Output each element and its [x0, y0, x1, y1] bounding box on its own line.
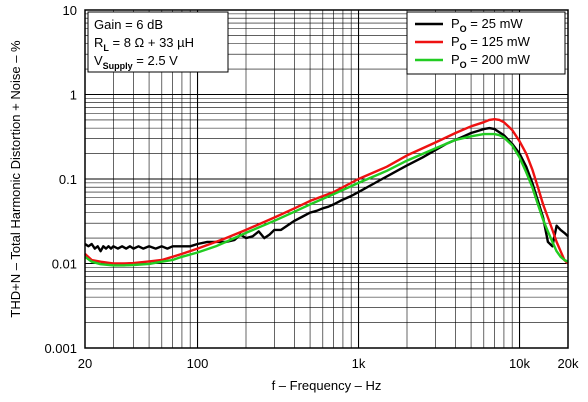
annotation-supply-text: VSupply = 2.5 V	[94, 53, 178, 71]
series-line-3	[84, 132, 569, 267]
legend-label-1: PO = 25 mW	[451, 16, 523, 34]
x-tick-label: 10k	[509, 356, 530, 371]
series-layer	[84, 118, 569, 267]
annotation-supply-symbol: V	[94, 53, 103, 68]
legend-subscript: O	[460, 60, 467, 70]
y-axis-label: THD+N – Total Harmonic Distortion + Nois…	[8, 40, 23, 318]
annotation-load-text: RL = 8 Ω + 33 µH	[94, 35, 194, 53]
x-tick-label: 1k	[352, 356, 366, 371]
legend-symbol: P	[451, 34, 460, 49]
x-axis-label: f – Frequency – Hz	[272, 378, 382, 393]
annotation-load-value: = 8 Ω + 33 µH	[109, 35, 194, 50]
legend-value: = 200 mW	[467, 52, 531, 67]
legend-symbol: P	[451, 52, 460, 67]
annotation-gain-text: Gain = 6 dB	[94, 17, 163, 32]
series-line-2	[84, 118, 569, 265]
annotation-load-symbol: R	[94, 35, 103, 50]
conditions-annotation: Gain = 6 dB RL = 8 Ω + 33 µH VSupply = 2…	[87, 11, 229, 73]
annotation-load-subscript: L	[103, 43, 109, 53]
x-tick-label: 20k	[558, 356, 579, 371]
annotation-frame	[87, 11, 229, 73]
legend-symbol: P	[451, 16, 460, 31]
legend-subscript: O	[460, 24, 467, 34]
annotation-supply-subscript: Supply	[103, 61, 133, 71]
legend-label-3: PO = 200 mW	[451, 52, 531, 70]
legend-subscript: O	[460, 42, 467, 52]
legend-value: = 125 mW	[467, 34, 531, 49]
tick-label-layer: 20 100 1k 10k 20k 10 1 0.1 0.01 0.001	[44, 3, 579, 371]
x-tick-label: 100	[187, 356, 209, 371]
y-tick-label: 0.1	[59, 172, 77, 187]
annotation-supply-value: = 2.5 V	[133, 53, 178, 68]
series-line-1	[84, 126, 569, 253]
legend-value: = 25 mW	[467, 16, 524, 31]
legend-label-2: PO = 125 mW	[451, 34, 531, 52]
y-tick-label: 0.001	[44, 341, 77, 356]
plot-frame	[84, 9, 569, 349]
y-tick-label: 10	[63, 3, 77, 18]
y-tick-label: 0.01	[52, 257, 77, 272]
y-tick-label: 1	[70, 88, 77, 103]
x-tick-label: 20	[78, 356, 92, 371]
